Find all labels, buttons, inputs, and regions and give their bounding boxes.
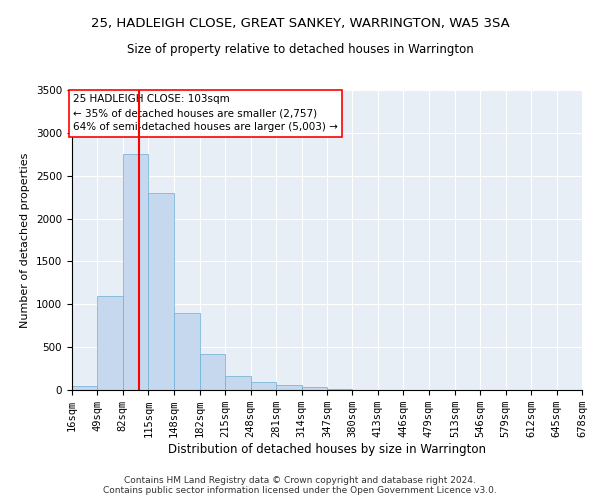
Bar: [173, 313, 200, 390]
Bar: [251, 382, 276, 390]
Bar: [302, 386, 327, 390]
Text: 25 HADLEIGH CLOSE: 103sqm
← 35% of detached houses are smaller (2,757)
64% of se: 25 HADLEIGH CLOSE: 103sqm ← 35% of detac…: [73, 94, 338, 132]
Bar: [200, 354, 226, 390]
Bar: [226, 376, 251, 390]
Bar: [97, 296, 123, 390]
X-axis label: Distribution of detached houses by size in Warrington: Distribution of detached houses by size …: [168, 443, 486, 456]
Text: Contains HM Land Registry data © Crown copyright and database right 2024.
Contai: Contains HM Land Registry data © Crown c…: [103, 476, 497, 495]
Y-axis label: Number of detached properties: Number of detached properties: [20, 152, 31, 328]
Text: 25, HADLEIGH CLOSE, GREAT SANKEY, WARRINGTON, WA5 3SA: 25, HADLEIGH CLOSE, GREAT SANKEY, WARRIN…: [91, 18, 509, 30]
Bar: [72, 386, 97, 390]
Bar: [148, 193, 173, 390]
Bar: [276, 386, 302, 390]
Bar: [123, 154, 148, 390]
Text: Size of property relative to detached houses in Warrington: Size of property relative to detached ho…: [127, 42, 473, 56]
